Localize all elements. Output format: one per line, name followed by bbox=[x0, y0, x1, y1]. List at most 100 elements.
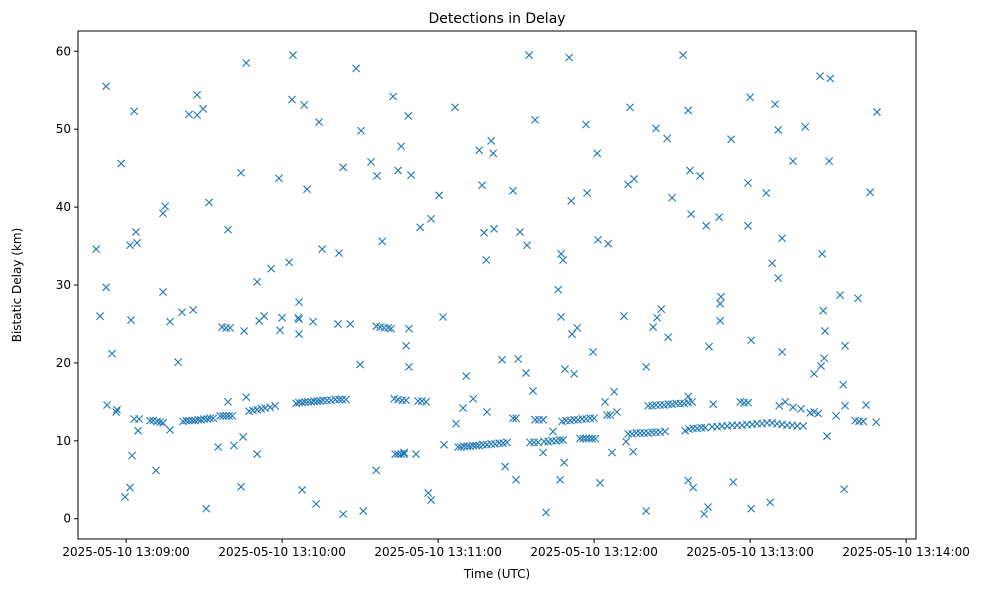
data-point-x-marker bbox=[590, 414, 599, 423]
data-point-x-marker bbox=[716, 299, 725, 308]
data-point-x-marker bbox=[402, 341, 411, 350]
data-point-x-marker bbox=[472, 441, 481, 450]
data-point-x-marker bbox=[193, 111, 202, 120]
data-point-x-marker bbox=[531, 115, 540, 124]
data-point-x-marker bbox=[522, 369, 530, 378]
data-point-x-marker bbox=[310, 397, 319, 406]
data-point-x-marker bbox=[583, 189, 592, 198]
data-point-x-marker bbox=[501, 462, 510, 471]
data-point-x-marker bbox=[352, 64, 361, 73]
data-point-x-marker bbox=[199, 104, 208, 113]
data-point-x-marker bbox=[503, 438, 511, 447]
data-point-x-marker bbox=[624, 180, 633, 189]
data-point-x-marker bbox=[872, 418, 881, 427]
data-points bbox=[92, 51, 881, 519]
data-point-x-marker bbox=[531, 415, 540, 424]
data-point-x-marker bbox=[603, 411, 612, 420]
data-point-x-marker bbox=[462, 372, 471, 381]
data-point-x-marker bbox=[684, 106, 693, 115]
data-point-x-marker bbox=[102, 82, 111, 91]
y-axis-label: Bistatic Delay (km) bbox=[10, 228, 24, 343]
data-point-x-marker bbox=[298, 485, 307, 494]
data-point-x-marker bbox=[648, 428, 657, 437]
data-point-x-marker bbox=[260, 312, 269, 321]
data-point-x-marker bbox=[189, 305, 198, 314]
data-point-x-marker bbox=[810, 369, 819, 378]
data-point-x-marker bbox=[774, 273, 783, 282]
data-point-x-marker bbox=[193, 90, 202, 99]
data-point-x-marker bbox=[242, 58, 251, 67]
data-point-x-marker bbox=[727, 135, 736, 144]
data-point-x-marker bbox=[159, 209, 168, 218]
data-point-x-marker bbox=[224, 397, 233, 406]
data-point-x-marker bbox=[205, 198, 214, 207]
data-point-x-marker bbox=[596, 478, 605, 487]
data-point-x-marker bbox=[240, 326, 249, 335]
data-point-x-marker bbox=[560, 458, 569, 467]
data-point-x-marker bbox=[582, 434, 591, 443]
data-point-x-marker bbox=[632, 429, 641, 438]
data-point-x-marker bbox=[668, 193, 677, 202]
data-point-x-marker bbox=[483, 408, 491, 416]
data-point-x-marker bbox=[810, 408, 819, 416]
data-point-x-marker bbox=[705, 342, 714, 351]
data-point-x-marker bbox=[159, 288, 168, 297]
data-point-x-marker bbox=[152, 466, 160, 475]
data-point-x-marker bbox=[359, 506, 368, 515]
x-tick-label: 2025-05-10 13:13:00 bbox=[686, 545, 813, 559]
data-point-x-marker bbox=[416, 223, 425, 232]
data-point-x-marker bbox=[384, 323, 393, 332]
data-point-x-marker bbox=[556, 436, 565, 445]
data-point-x-marker bbox=[226, 323, 235, 332]
data-point-x-marker bbox=[684, 476, 693, 485]
data-point-x-marker bbox=[604, 239, 613, 248]
data-point-x-marker bbox=[717, 292, 725, 301]
data-point-x-marker bbox=[398, 396, 407, 405]
data-point-x-marker bbox=[689, 483, 698, 492]
data-point-x-marker bbox=[389, 92, 398, 101]
data-point-x-marker bbox=[253, 450, 262, 459]
x-tick-label: 2025-05-10 13:14:00 bbox=[842, 545, 969, 559]
data-point-x-marker bbox=[642, 362, 651, 371]
data-point-x-marker bbox=[565, 53, 574, 62]
data-point-x-marker bbox=[644, 401, 653, 410]
data-point-x-marker bbox=[854, 294, 863, 303]
data-point-x-marker bbox=[688, 397, 697, 406]
data-point-x-marker bbox=[832, 411, 841, 420]
data-point-x-marker bbox=[356, 360, 365, 369]
y-tick-label: 40 bbox=[56, 200, 71, 214]
data-point-x-marker bbox=[823, 432, 832, 441]
data-point-x-marker bbox=[489, 149, 498, 158]
data-point-x-marker bbox=[793, 422, 802, 431]
data-point-x-marker bbox=[372, 466, 381, 475]
data-point-x-marker bbox=[404, 362, 413, 371]
data-point-x-marker bbox=[378, 237, 387, 246]
x-tick-label: 2025-05-10 13:10:00 bbox=[218, 545, 345, 559]
data-point-x-marker bbox=[539, 448, 548, 457]
data-point-x-marker bbox=[285, 258, 294, 267]
data-point-x-marker bbox=[402, 396, 411, 405]
data-point-x-marker bbox=[656, 400, 665, 409]
data-point-x-marker bbox=[747, 336, 756, 345]
data-point-x-marker bbox=[573, 323, 582, 332]
data-point-x-marker bbox=[744, 178, 753, 187]
data-point-x-marker bbox=[567, 196, 576, 205]
data-point-x-marker bbox=[92, 245, 101, 254]
x-axis-label: Time (UTC) bbox=[463, 567, 530, 581]
data-point-x-marker bbox=[459, 404, 468, 413]
data-point-x-marker bbox=[774, 125, 783, 134]
data-point-x-marker bbox=[216, 411, 225, 420]
data-point-x-marker bbox=[242, 393, 251, 402]
data-point-x-marker bbox=[482, 256, 491, 265]
data-point-x-marker bbox=[608, 448, 617, 457]
data-point-x-marker bbox=[570, 369, 579, 378]
data-point-x-marker bbox=[825, 157, 834, 166]
data-point-x-marker bbox=[716, 316, 725, 325]
data-point-x-marker bbox=[387, 324, 396, 333]
data-point-x-marker bbox=[469, 394, 478, 403]
data-point-x-marker bbox=[397, 142, 406, 151]
data-point-x-marker bbox=[303, 185, 312, 194]
data-point-x-marker bbox=[185, 110, 194, 119]
data-point-x-marker bbox=[586, 414, 595, 423]
y-axis: 0 10 20 30 40 50 60 bbox=[56, 44, 78, 526]
